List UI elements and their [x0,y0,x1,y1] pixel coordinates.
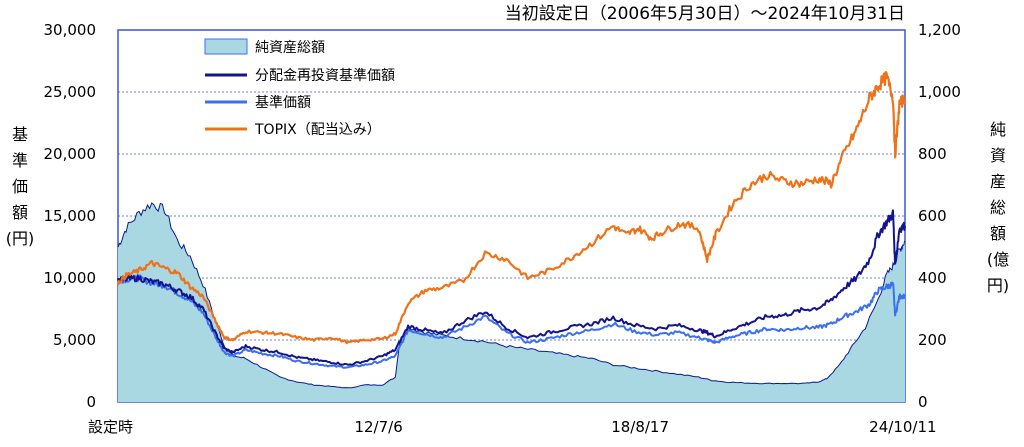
left-tick-label: 25,000 [44,83,97,101]
series-line-nav [117,274,906,369]
net-assets-area-layer [117,202,906,402]
series-line-topix [116,71,907,345]
right-tick-label: 200 [918,331,947,349]
right-axis-title-char: 額 [990,224,1006,243]
series-line-layer [116,71,907,369]
chart-title: 当初設定日（2006年5月30日）～2024年10月31日 [505,4,905,24]
left-axis-title-char: 額 [12,203,28,222]
left-tick-label: 5,000 [53,331,96,349]
x-tick-label: 24/10/11 [869,418,936,436]
left-axis-title-char: 価 [12,177,28,196]
left-tick-label: 0 [86,393,96,411]
right-tick-label: 1,000 [918,83,961,101]
right-axis-title-char: 総 [990,198,1006,217]
left-tick-label: 20,000 [44,145,97,163]
legend-label-nav: 基準価額 [255,94,311,111]
right-tick-label: 400 [918,269,947,287]
series-area-net-assets [118,203,905,402]
x-tick-label: 18/8/17 [611,418,669,436]
legend: 純資産総額 分配金再投資基準価額 基準価額 TOPIX（配当込み） [204,38,395,138]
right-tick-label: 600 [918,207,947,225]
legend-label-net-assets: 純資産総額 [255,40,325,56]
right-tick-label: 800 [918,145,947,163]
right-tick-label: 0 [918,393,928,411]
left-tick-label: 10,000 [44,269,97,287]
right-axis-ticks: 0 200 400 600 800 1,000 1,200 [918,21,961,411]
x-tick-label: 設定時 [88,418,133,436]
right-axis-title-char: 円) [987,276,1009,295]
series-line-reinvested-nav [117,209,906,366]
right-axis-title-char: 資 [990,146,1006,165]
x-axis-ticks: 設定時 12/7/6 18/8/17 24/10/11 [88,418,937,436]
left-axis-ticks: 0 5,000 10,000 15,000 20,000 25,000 30,000 [44,21,97,411]
right-tick-label: 1,200 [918,21,961,39]
right-axis-title-char: (億 [987,250,1009,269]
right-axis-title-char: 産 [990,172,1006,191]
x-tick-label: 12/7/6 [354,418,402,436]
right-axis-title: 純資産総額 (億円) [987,120,1009,295]
left-axis-title-char: (円) [6,229,35,248]
right-axis-title-char: 純 [990,120,1006,139]
left-axis-title-char: 基 [12,125,28,144]
legend-label-reinvested-nav: 分配金再投資基準価額 [255,67,395,84]
left-tick-label: 15,000 [44,207,97,225]
left-axis-title: 基準価額 (円) [6,125,35,248]
legend-swatch-net-assets [204,38,248,55]
series-area-net-assets-edge [117,202,906,389]
legend-label-topix: TOPIX（配当込み） [254,122,381,138]
left-axis-title-char: 準 [12,151,28,170]
left-tick-label: 30,000 [44,21,97,39]
grid-lines [118,91,905,341]
